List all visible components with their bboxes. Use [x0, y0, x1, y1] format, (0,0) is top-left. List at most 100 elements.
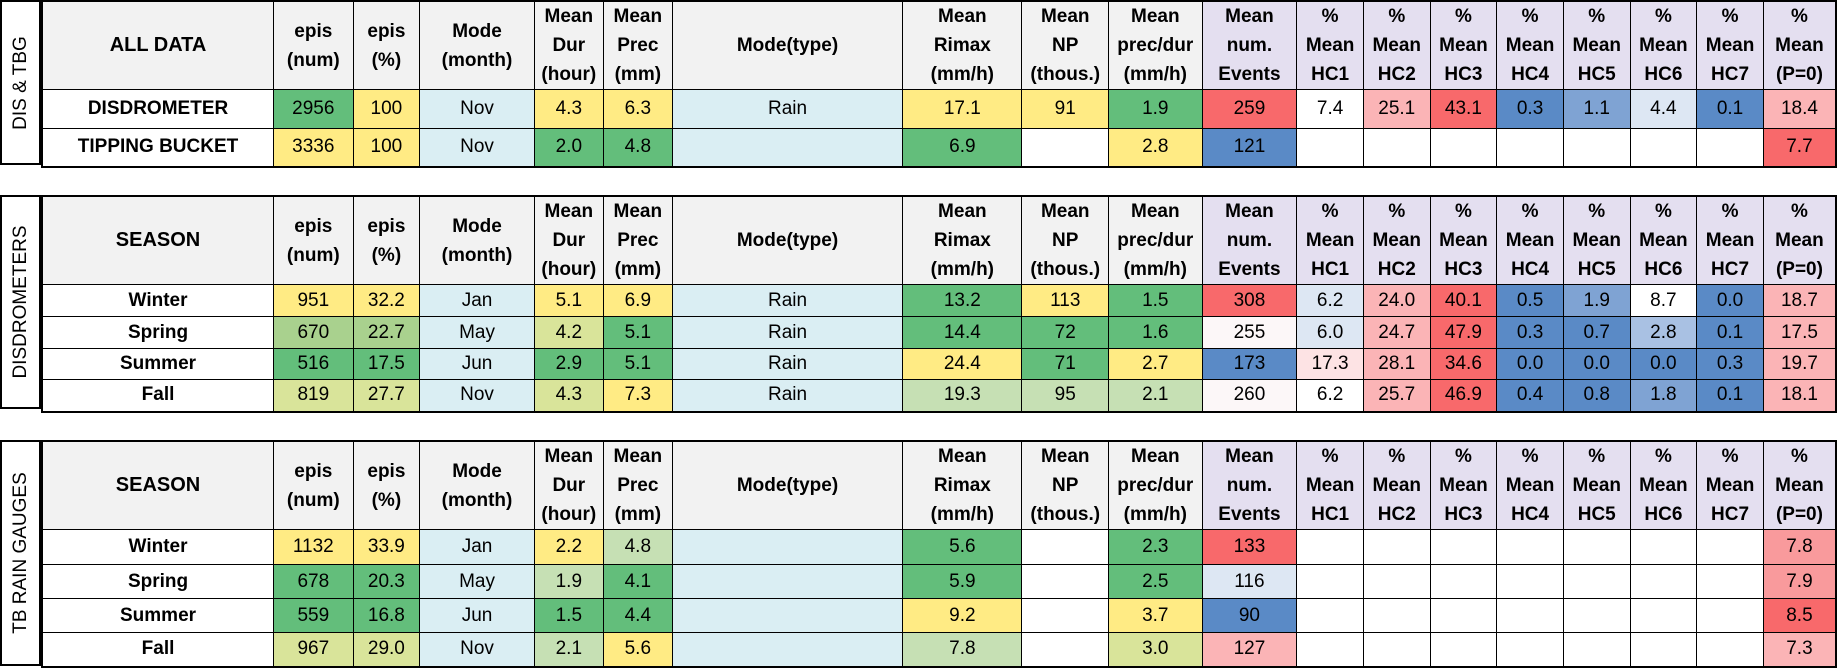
table-cell[interactable] [1696, 632, 1764, 667]
table-cell[interactable]: 4.8 [602, 529, 673, 565]
table-cell[interactable]: 71 [1021, 348, 1110, 380]
table-cell[interactable] [1296, 598, 1364, 633]
table-cell[interactable]: 100 [352, 128, 421, 167]
table-cell[interactable]: 4.3 [533, 379, 604, 412]
table-cell[interactable]: 0.4 [1496, 379, 1564, 412]
table-cell[interactable]: Rain [671, 284, 904, 317]
table-cell[interactable]: 0.7 [1562, 316, 1631, 349]
table-cell[interactable]: Nov [419, 632, 535, 667]
table-cell[interactable]: 5.1 [533, 284, 604, 317]
table-cell[interactable]: Jun [419, 348, 535, 380]
table-cell[interactable] [1362, 564, 1431, 599]
table-cell[interactable] [1296, 529, 1364, 565]
table-cell[interactable] [1362, 529, 1431, 565]
table-cell[interactable]: 116 [1201, 564, 1298, 599]
table-cell[interactable]: 8.5 [1762, 598, 1837, 633]
table-cell[interactable]: 559 [273, 598, 354, 633]
table-cell[interactable]: 33.9 [352, 529, 421, 565]
row-label[interactable]: Fall [41, 632, 275, 667]
table-cell[interactable]: 17.5 [352, 348, 421, 380]
table-cell[interactable]: 1.1 [1562, 89, 1631, 129]
table-cell[interactable]: 2.0 [533, 128, 604, 167]
table-cell[interactable]: 6.2 [1296, 284, 1364, 317]
table-cell[interactable]: 2.2 [533, 529, 604, 565]
table-cell[interactable]: 43.1 [1429, 89, 1498, 129]
table-cell[interactable]: 1.5 [1108, 284, 1203, 317]
table-cell[interactable] [1496, 128, 1564, 167]
table-cell[interactable] [1696, 529, 1764, 565]
table-cell[interactable]: Jan [419, 284, 535, 317]
table-cell[interactable]: 2.8 [1108, 128, 1203, 167]
table-cell[interactable]: 0.0 [1629, 348, 1698, 380]
table-cell[interactable] [1629, 529, 1698, 565]
table-cell[interactable]: 2.8 [1629, 316, 1698, 349]
table-cell[interactable]: 6.9 [602, 284, 673, 317]
table-cell[interactable]: 24.0 [1362, 284, 1431, 317]
table-cell[interactable] [1021, 598, 1110, 633]
table-cell[interactable] [1629, 632, 1698, 667]
table-cell[interactable] [671, 598, 904, 633]
table-cell[interactable]: 16.8 [352, 598, 421, 633]
row-label[interactable]: DISDROMETER [41, 89, 275, 129]
table-cell[interactable]: 9.2 [902, 598, 1023, 633]
table-cell[interactable] [671, 564, 904, 599]
table-cell[interactable]: 4.2 [533, 316, 604, 349]
table-cell[interactable]: 3.7 [1108, 598, 1203, 633]
row-label[interactable]: Spring [41, 564, 275, 599]
table-cell[interactable]: 18.4 [1762, 89, 1837, 129]
table-cell[interactable]: 100 [352, 89, 421, 129]
row-label[interactable]: Summer [41, 348, 275, 380]
table-cell[interactable]: 20.3 [352, 564, 421, 599]
table-cell[interactable]: May [419, 564, 535, 599]
table-cell[interactable]: 0.1 [1696, 89, 1764, 129]
table-cell[interactable] [671, 529, 904, 565]
row-label[interactable]: Winter [41, 529, 275, 565]
table-cell[interactable]: 7.3 [602, 379, 673, 412]
table-cell[interactable]: 6.2 [1296, 379, 1364, 412]
table-cell[interactable]: 2956 [273, 89, 354, 129]
table-cell[interactable]: Jan [419, 529, 535, 565]
table-cell[interactable]: 90 [1201, 598, 1298, 633]
table-cell[interactable] [1429, 564, 1498, 599]
table-cell[interactable]: Nov [419, 89, 535, 129]
table-cell[interactable]: 2.5 [1108, 564, 1203, 599]
table-cell[interactable]: 2.7 [1108, 348, 1203, 380]
table-cell[interactable]: 308 [1201, 284, 1298, 317]
table-cell[interactable]: 7.3 [1762, 632, 1837, 667]
table-cell[interactable]: 7.8 [902, 632, 1023, 667]
table-cell[interactable] [1429, 529, 1498, 565]
table-cell[interactable]: 5.6 [602, 632, 673, 667]
table-cell[interactable]: 121 [1201, 128, 1298, 167]
table-cell[interactable] [1629, 564, 1698, 599]
table-cell[interactable] [1429, 598, 1498, 633]
table-cell[interactable]: 967 [273, 632, 354, 667]
table-cell[interactable] [1562, 564, 1631, 599]
table-cell[interactable]: 18.7 [1762, 284, 1837, 317]
table-cell[interactable]: 0.0 [1696, 284, 1764, 317]
table-cell[interactable]: Nov [419, 128, 535, 167]
table-cell[interactable]: 5.1 [602, 348, 673, 380]
table-cell[interactable]: 13.2 [902, 284, 1023, 317]
table-cell[interactable]: 17.5 [1762, 316, 1837, 349]
table-cell[interactable] [1496, 598, 1564, 633]
table-cell[interactable] [1362, 632, 1431, 667]
table-cell[interactable]: 18.1 [1762, 379, 1837, 412]
table-cell[interactable] [1429, 632, 1498, 667]
table-cell[interactable]: 47.9 [1429, 316, 1498, 349]
table-cell[interactable] [1696, 128, 1764, 167]
table-cell[interactable] [1562, 632, 1631, 667]
table-cell[interactable] [1296, 632, 1364, 667]
table-cell[interactable]: 951 [273, 284, 354, 317]
table-cell[interactable]: 6.3 [602, 89, 673, 129]
table-cell[interactable]: 2.3 [1108, 529, 1203, 565]
table-cell[interactable]: 1.9 [1562, 284, 1631, 317]
table-cell[interactable]: 4.8 [602, 128, 673, 167]
table-cell[interactable]: Nov [419, 379, 535, 412]
table-cell[interactable] [1296, 128, 1364, 167]
table-cell[interactable]: 5.6 [902, 529, 1023, 565]
table-cell[interactable]: 0.1 [1696, 379, 1764, 412]
table-cell[interactable] [1021, 632, 1110, 667]
table-cell[interactable] [1629, 128, 1698, 167]
table-cell[interactable]: 133 [1201, 529, 1298, 565]
table-cell[interactable]: 72 [1021, 316, 1110, 349]
